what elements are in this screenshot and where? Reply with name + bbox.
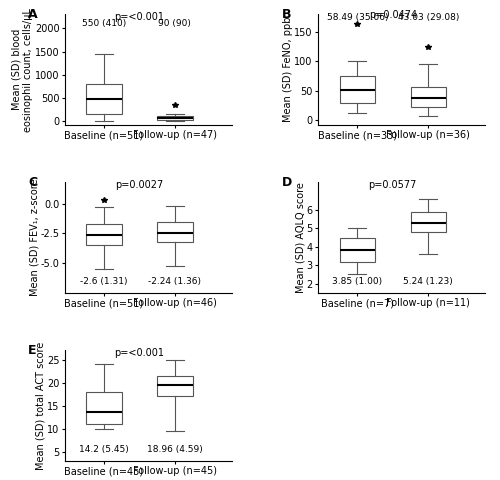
- Text: D: D: [282, 176, 292, 189]
- PathPatch shape: [340, 238, 375, 262]
- PathPatch shape: [410, 212, 446, 232]
- PathPatch shape: [410, 87, 446, 107]
- PathPatch shape: [86, 224, 122, 245]
- Text: C: C: [28, 176, 38, 189]
- Text: E: E: [28, 344, 37, 357]
- Text: p=0.0027: p=0.0027: [116, 180, 164, 190]
- Text: A: A: [28, 8, 38, 21]
- Text: 18.96 (4.59): 18.96 (4.59): [147, 445, 203, 454]
- PathPatch shape: [86, 392, 122, 424]
- PathPatch shape: [86, 84, 122, 114]
- Y-axis label: Mean (SD) blood
eosinophil count, cells/μL: Mean (SD) blood eosinophil count, cells/…: [12, 8, 34, 132]
- PathPatch shape: [157, 116, 192, 120]
- Y-axis label: Mean (SD) total ACT score: Mean (SD) total ACT score: [36, 341, 46, 469]
- Text: 3.85 (1.00): 3.85 (1.00): [332, 277, 382, 286]
- Text: p=<0.001: p=<0.001: [114, 348, 164, 358]
- Y-axis label: Mean (SD) AQLQ score: Mean (SD) AQLQ score: [295, 182, 305, 293]
- Text: 5.24 (1.23): 5.24 (1.23): [404, 277, 453, 286]
- Text: p=<0.001: p=<0.001: [114, 12, 164, 22]
- PathPatch shape: [157, 376, 192, 396]
- Text: -2.6 (1.31): -2.6 (1.31): [80, 277, 128, 286]
- Y-axis label: Mean (SD) FEV₁, z-score: Mean (SD) FEV₁, z-score: [29, 179, 39, 296]
- Text: p=0.0577: p=0.0577: [368, 180, 417, 190]
- Text: 90 (90): 90 (90): [158, 19, 192, 28]
- Y-axis label: Mean (SD) FeNO, ppb: Mean (SD) FeNO, ppb: [283, 17, 293, 122]
- Text: B: B: [282, 8, 291, 21]
- PathPatch shape: [340, 75, 375, 103]
- Text: 43.03 (29.08): 43.03 (29.08): [398, 13, 459, 22]
- Text: p=0.0474: p=0.0474: [368, 10, 417, 20]
- Text: 14.2 (5.45): 14.2 (5.45): [79, 445, 129, 454]
- Text: 550 (410): 550 (410): [82, 19, 126, 28]
- Text: -2.24 (1.36): -2.24 (1.36): [148, 277, 202, 286]
- PathPatch shape: [157, 222, 192, 242]
- Text: 58.49 (35.06): 58.49 (35.06): [326, 13, 388, 22]
